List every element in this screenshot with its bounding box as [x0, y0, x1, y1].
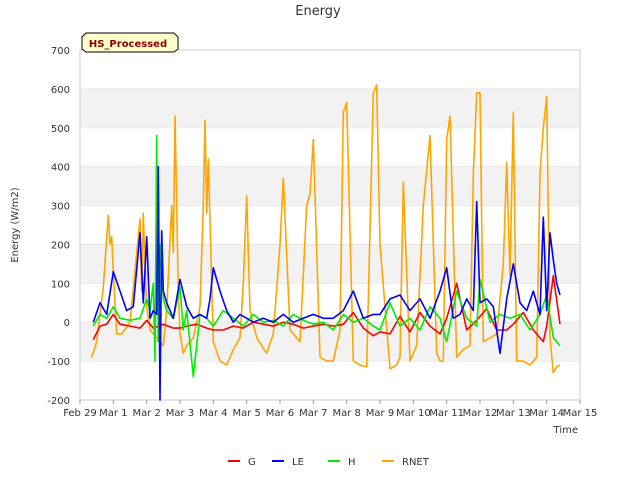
y-tick-label: 700: [51, 46, 70, 57]
badge-label: HS_Processed: [89, 39, 167, 50]
y-tick-label: 600: [51, 85, 70, 96]
badge-box: [81, 32, 179, 53]
hs-processed-badge: HS_Processed: [81, 32, 179, 53]
series-line-h: [92, 134, 561, 378]
x-tick-label: Mar 6: [266, 408, 294, 419]
y-tick-label: -200: [47, 396, 70, 407]
x-axis: Feb 29 Mar 1 Mar 2 Mar 3 Mar 4 Mar 5 Mar 6 Mar …: [63, 400, 597, 419]
chart-title: Energy: [295, 4, 341, 19]
x-tick-label: Mar 10: [396, 408, 431, 419]
y-tick-label: 100: [51, 279, 70, 290]
y-axis: -200 -100 0 100 200 300 400 500 600 700: [47, 46, 70, 407]
x-tick-label: Mar 15: [563, 408, 598, 419]
series-line-le: [92, 165, 561, 401]
x-tick-label: Mar 4: [199, 408, 227, 419]
x-tick-label: Mar 11: [429, 408, 464, 419]
x-tick-label: Mar 1: [99, 408, 127, 419]
x-tick-label: Mar 9: [366, 408, 394, 419]
y-axis-label: Energy (W/m2): [10, 187, 21, 262]
series-lines: [90, 84, 561, 401]
y-tick-label: -100: [47, 357, 70, 368]
x-tick-label: Mar 7: [299, 408, 327, 419]
legend-label-h: H: [348, 457, 356, 468]
x-tick-label: Mar 14: [529, 408, 564, 419]
y-tick-label: 400: [51, 163, 70, 174]
legend-label-le: LE: [292, 457, 304, 468]
x-tick-label: Mar 2: [132, 408, 160, 419]
x-tick-label: Mar 12: [463, 408, 498, 419]
x-tick-label: Mar 8: [332, 408, 360, 419]
x-axis-label: Time: [553, 425, 578, 436]
x-tick-label: Feb 29: [63, 408, 97, 419]
y-tick-label: 300: [51, 202, 70, 213]
legend-label-rnet: RNET: [402, 457, 430, 468]
x-tick-label: Mar 13: [496, 408, 531, 419]
plot-frame: [79, 49, 581, 401]
y-tick-label: 0: [64, 318, 70, 329]
x-tick-label: Mar 3: [166, 408, 194, 419]
grid-band: [80, 166, 580, 206]
grid-band: [80, 88, 580, 128]
y-tick-label: 200: [51, 240, 70, 251]
legend: G LE H RNET: [228, 457, 430, 468]
legend-label-g: G: [248, 457, 256, 468]
y-tick-label: 500: [51, 124, 70, 135]
x-tick-label: Mar 5: [232, 408, 260, 419]
